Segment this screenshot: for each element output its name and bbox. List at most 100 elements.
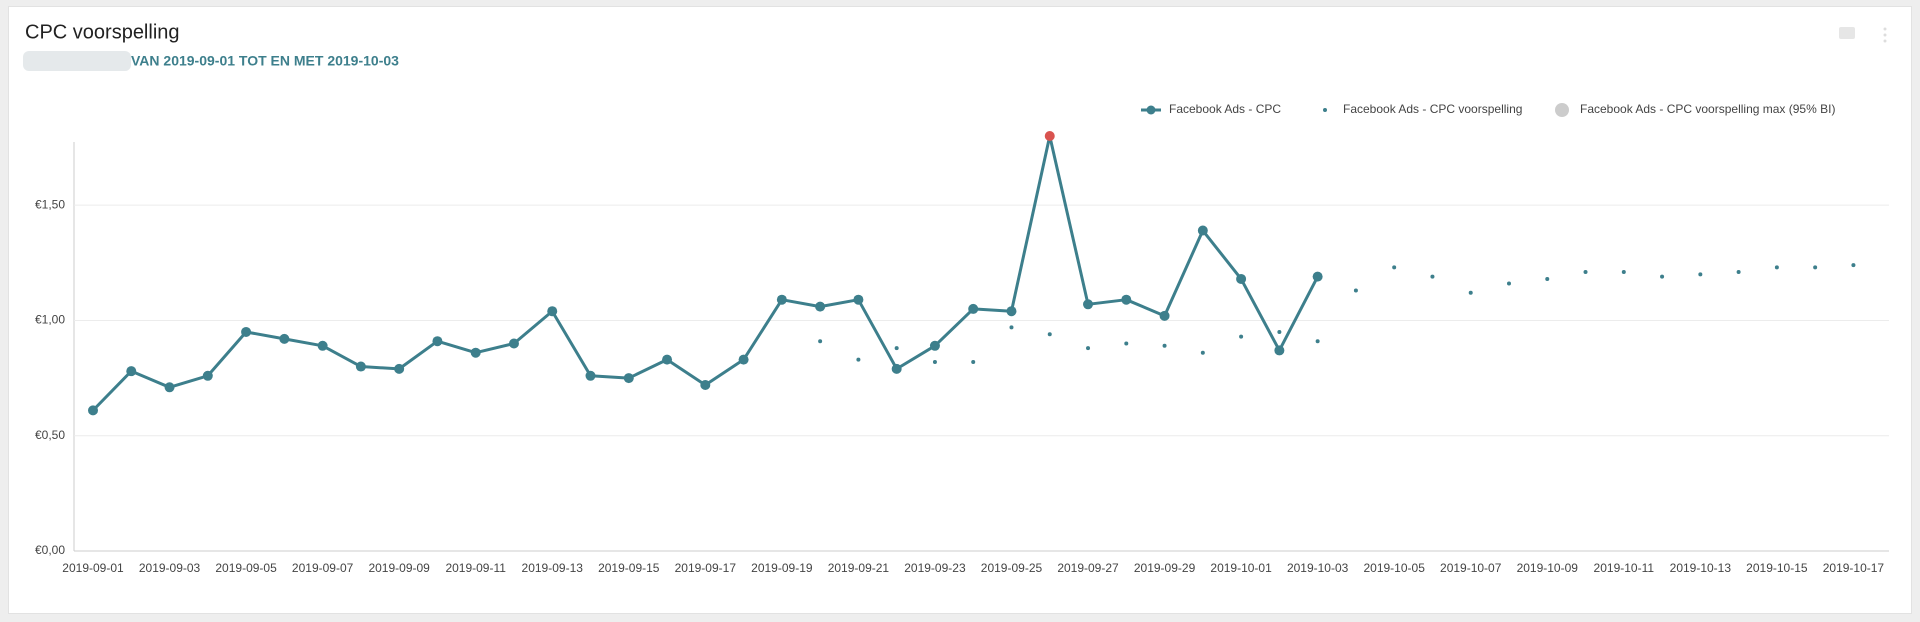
forecast-point bbox=[1468, 290, 1473, 295]
data-point bbox=[1006, 306, 1017, 317]
chart: CPC voorspelling VAN 2019-09-01 TOT EN M… bbox=[23, 21, 1889, 575]
forecast-point bbox=[1851, 263, 1856, 268]
forecast-point bbox=[1200, 350, 1205, 355]
forecast-point bbox=[1086, 346, 1091, 351]
legend-swatch bbox=[1555, 103, 1569, 117]
forecast-point bbox=[1353, 288, 1358, 293]
x-tick-label: 2019-10-17 bbox=[1823, 561, 1885, 575]
data-point bbox=[853, 294, 864, 305]
comment-icon[interactable] bbox=[1839, 27, 1855, 39]
x-tick-label: 2019-09-17 bbox=[675, 561, 737, 575]
forecast-point bbox=[1660, 274, 1665, 279]
data-point bbox=[355, 361, 366, 372]
x-tick-label: 2019-10-09 bbox=[1517, 561, 1579, 575]
x-tick-label: 2019-09-11 bbox=[445, 561, 506, 575]
data-point bbox=[317, 340, 328, 351]
blurred-label bbox=[23, 51, 131, 71]
forecast-point bbox=[1698, 272, 1703, 277]
data-point bbox=[623, 373, 634, 384]
data-point bbox=[1083, 299, 1094, 310]
forecast-point bbox=[894, 346, 899, 351]
y-tick-label: €0,00 bbox=[35, 543, 65, 557]
forecast-point bbox=[1736, 270, 1741, 275]
x-tick-label: 2019-10-01 bbox=[1210, 561, 1272, 575]
legend-label[interactable]: Facebook Ads - CPC bbox=[1169, 102, 1281, 116]
x-tick-label: 2019-09-27 bbox=[1057, 561, 1119, 575]
x-tick-label: 2019-10-13 bbox=[1670, 561, 1732, 575]
forecast-point bbox=[971, 359, 976, 364]
legend-label[interactable]: Facebook Ads - CPC voorspelling max (95%… bbox=[1580, 102, 1835, 116]
x-tick-label: 2019-09-07 bbox=[292, 561, 354, 575]
x-tick-label: 2019-10-11 bbox=[1594, 561, 1655, 575]
forecast-point bbox=[856, 357, 861, 362]
y-tick-label: €1,00 bbox=[35, 313, 65, 327]
data-point bbox=[1121, 294, 1132, 305]
x-tick-label: 2019-10-03 bbox=[1287, 561, 1349, 575]
forecast-point bbox=[1124, 341, 1129, 346]
data-point bbox=[164, 382, 175, 393]
data-point bbox=[241, 326, 252, 337]
x-tick-label: 2019-09-15 bbox=[598, 561, 660, 575]
forecast-point bbox=[1162, 343, 1167, 348]
forecast-point bbox=[1545, 276, 1550, 281]
data-point bbox=[738, 354, 749, 365]
data-point bbox=[1044, 131, 1055, 141]
data-point bbox=[815, 301, 826, 312]
x-tick-label: 2019-09-29 bbox=[1134, 561, 1196, 575]
data-point bbox=[1159, 310, 1170, 321]
menu-icon[interactable] bbox=[1883, 27, 1887, 31]
data-point bbox=[470, 347, 481, 358]
x-tick-label: 2019-09-21 bbox=[828, 561, 890, 575]
forecast-point bbox=[1774, 265, 1779, 270]
forecast-point bbox=[1277, 329, 1282, 334]
data-point bbox=[508, 338, 519, 349]
data-point bbox=[432, 336, 443, 347]
forecast-point bbox=[1430, 274, 1435, 279]
x-tick-label: 2019-09-19 bbox=[751, 561, 813, 575]
x-tick-label: 2019-09-13 bbox=[522, 561, 584, 575]
chart-subtitle: VAN 2019-09-01 TOT EN MET 2019-10-03 bbox=[131, 53, 399, 69]
legend-swatch bbox=[1323, 108, 1327, 112]
data-point bbox=[929, 340, 940, 351]
data-point bbox=[1312, 271, 1323, 282]
forecast-point bbox=[1315, 339, 1320, 344]
data-point bbox=[88, 405, 98, 416]
data-point bbox=[279, 333, 290, 344]
data-point bbox=[547, 306, 558, 317]
forecast-point bbox=[1392, 265, 1397, 270]
data-point bbox=[700, 380, 711, 390]
data-point bbox=[1197, 225, 1208, 236]
x-tick-label: 2019-09-05 bbox=[215, 561, 277, 575]
data-point bbox=[891, 363, 902, 374]
data-point bbox=[968, 303, 979, 314]
x-tick-label: 2019-09-03 bbox=[139, 561, 201, 575]
data-point bbox=[202, 370, 213, 381]
forecast-point bbox=[1583, 270, 1588, 275]
forecast-point bbox=[932, 359, 937, 364]
menu-icon[interactable] bbox=[1883, 39, 1887, 43]
y-tick-label: €1,50 bbox=[35, 197, 65, 211]
legend-label[interactable]: Facebook Ads - CPC voorspelling bbox=[1343, 102, 1522, 116]
x-tick-label: 2019-10-15 bbox=[1746, 561, 1808, 575]
x-tick-label: 2019-09-01 bbox=[62, 561, 124, 575]
data-point bbox=[585, 370, 596, 381]
forecast-point bbox=[1047, 332, 1052, 337]
forecast-point bbox=[1506, 281, 1511, 286]
x-tick-label: 2019-10-05 bbox=[1363, 561, 1425, 575]
chart-card: CPC voorspelling VAN 2019-09-01 TOT EN M… bbox=[8, 6, 1912, 614]
x-tick-label: 2019-09-23 bbox=[904, 561, 966, 575]
data-point bbox=[394, 363, 405, 374]
y-tick-label: €0,50 bbox=[35, 428, 65, 442]
forecast-point bbox=[1239, 334, 1244, 339]
x-tick-label: 2019-09-09 bbox=[368, 561, 430, 575]
legend-swatch bbox=[1146, 105, 1156, 115]
data-point bbox=[776, 294, 787, 305]
forecast-point bbox=[818, 339, 823, 344]
chart-title: CPC voorspelling bbox=[25, 21, 180, 43]
forecast-point bbox=[1009, 325, 1014, 330]
menu-icon[interactable] bbox=[1883, 33, 1887, 37]
data-point bbox=[126, 366, 137, 377]
x-tick-label: 2019-10-07 bbox=[1440, 561, 1502, 575]
data-point bbox=[1236, 273, 1247, 284]
x-tick-label: 2019-09-25 bbox=[981, 561, 1043, 575]
